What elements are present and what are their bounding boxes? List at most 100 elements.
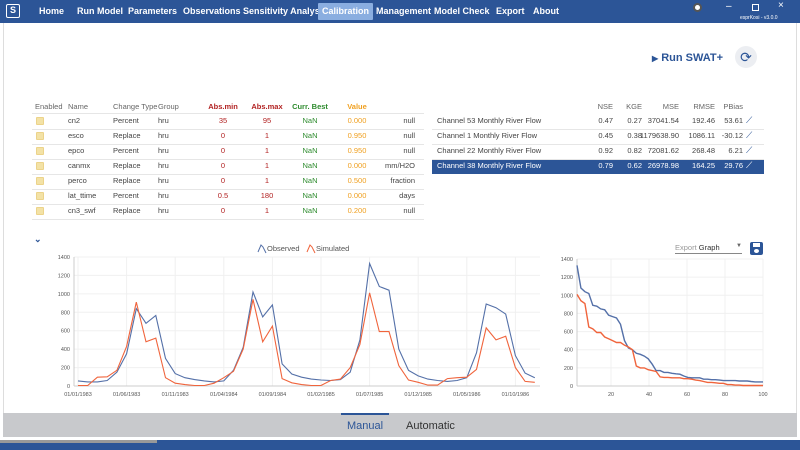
stat-value: 53.61 (724, 116, 743, 125)
param-cell: esco (68, 131, 84, 140)
param-cell: 35 (218, 116, 228, 125)
enabled-checkbox[interactable] (36, 207, 44, 215)
stat-label: Channel 53 Monthly River Flow (437, 116, 542, 125)
maximize-button[interactable] (752, 4, 759, 11)
save-icon[interactable] (750, 242, 763, 255)
param-cell: NaN (302, 176, 318, 185)
param-cell: 1 (264, 146, 270, 155)
play-icon: ▶ (652, 54, 659, 63)
nav-calibration[interactable]: Calibration (318, 3, 374, 20)
export-select[interactable]: Export Graph ▼ (675, 243, 742, 254)
stat-header-mse: MSE (662, 102, 679, 111)
param-header-5[interactable]: Abs.max (251, 102, 283, 111)
x-tick-label: 01/06/1983 (113, 392, 141, 398)
tab-automatic[interactable]: Automatic (406, 420, 455, 432)
stat-value: 0.92 (598, 146, 613, 155)
chart-line-icon[interactable]: ⟋ (746, 160, 753, 170)
param-header-0[interactable]: Enabled (35, 102, 63, 111)
nav-model-check[interactable]: Model Check (434, 6, 490, 16)
param-cell: Percent (113, 116, 139, 125)
param-cell[interactable]: 0.500 (347, 176, 367, 185)
param-cell: hru (158, 161, 169, 170)
legend-label[interactable]: Simulated (316, 244, 349, 253)
param-cell: Replace (113, 206, 141, 215)
enabled-checkbox[interactable] (36, 132, 44, 140)
y-tick-label: 800 (564, 311, 573, 317)
stat-value: 268.48 (692, 146, 715, 155)
chart-line-icon[interactable]: ⟋ (746, 145, 753, 155)
param-cell[interactable]: 0.200 (347, 206, 367, 215)
nav-export[interactable]: Export (496, 6, 525, 16)
stat-value: 0.45 (598, 131, 613, 140)
chart-line-icon[interactable]: ⟋ (746, 130, 753, 140)
param-cell[interactable]: 0.950 (347, 146, 367, 155)
enabled-checkbox[interactable] (36, 192, 44, 200)
refresh-button[interactable]: ⟳ (735, 46, 757, 68)
param-cell: NaN (302, 116, 318, 125)
close-button[interactable]: × (778, 0, 784, 11)
chart-line-icon[interactable]: ⟋ (746, 115, 753, 125)
stat-value: 72081.62 (647, 146, 679, 155)
param-cell: 1 (264, 131, 270, 140)
param-cell: canmx (68, 161, 91, 170)
param-cell: 1 (264, 161, 270, 170)
param-header-4[interactable]: Abs.min (208, 102, 238, 111)
stat-value: 0.27 (627, 116, 642, 125)
param-header-7[interactable]: Value (347, 102, 367, 111)
param-cell[interactable]: 0.950 (347, 131, 367, 140)
enabled-checkbox[interactable] (36, 147, 44, 155)
param-cell[interactable]: 0.000 (347, 191, 367, 200)
param-header-6[interactable]: Curr. Best (292, 102, 328, 111)
legend-icon-observed (257, 244, 267, 254)
param-cell: null (403, 131, 415, 140)
nav-run-model[interactable]: Run Model (77, 6, 123, 16)
stat-value: 0.62 (627, 161, 642, 170)
param-cell: null (403, 146, 415, 155)
theme-toggle[interactable] (693, 3, 711, 12)
divider (432, 129, 764, 130)
x-tick-label: 01/01/1983 (64, 392, 92, 398)
x-tick-label: 01/12/1985 (404, 392, 432, 398)
enabled-checkbox[interactable] (36, 162, 44, 170)
x-tick-label: 01/05/1986 (453, 392, 481, 398)
top-nav-bar: S Home Run Model Parameters Observations Sen… (0, 0, 800, 23)
stat-value: 192.46 (692, 116, 715, 125)
param-cell: NaN (302, 146, 318, 155)
series-line-observed (77, 261, 536, 383)
nav-about[interactable]: About (533, 6, 559, 16)
minimize-button[interactable]: – (726, 1, 732, 12)
x-tick-label: 01/02/1985 (307, 392, 335, 398)
param-cell[interactable]: 0.000 (347, 116, 367, 125)
nav-management[interactable]: Management (376, 6, 432, 16)
y-tick-label: 1400 (561, 257, 573, 263)
y-tick-label: 400 (564, 348, 573, 354)
param-cell: NaN (302, 206, 318, 215)
param-cell: 0 (220, 206, 226, 215)
enabled-checkbox[interactable] (36, 117, 44, 125)
param-cell[interactable]: 0.000 (347, 161, 367, 170)
legend-label[interactable]: Observed (267, 244, 300, 253)
y-tick-label: 200 (564, 366, 573, 372)
y-tick-label: 600 (61, 329, 70, 335)
param-header-2[interactable]: Change Type (113, 102, 158, 111)
nav-observations[interactable]: Observations (183, 6, 241, 16)
tab-manual[interactable]: Manual (341, 413, 390, 437)
calibration-panel (3, 23, 797, 413)
nav-parameters[interactable]: Parameters (128, 6, 178, 16)
run-swat-button[interactable]: ▶ Run SWAT+ (652, 52, 723, 64)
param-cell: null (403, 206, 415, 215)
enabled-checkbox[interactable] (36, 177, 44, 185)
collapse-chevron-icon[interactable]: ⌄ (34, 234, 42, 244)
stat-value: 29.76 (724, 161, 743, 170)
stat-label: Channel 38 Monthly River Flow (437, 161, 542, 170)
selected-row-highlight (432, 159, 764, 174)
param-header-1[interactable]: Name (68, 102, 89, 111)
series-line-observed (576, 265, 763, 383)
nav-sensitivity-analysis[interactable]: Sensitivity Analysis (243, 6, 328, 16)
y-tick-label: 1200 (58, 273, 70, 279)
nav-home[interactable]: Home (39, 6, 65, 16)
param-cell: 0 (220, 131, 226, 140)
param-cell: epco (68, 146, 85, 155)
param-header-3[interactable]: Group (158, 102, 179, 111)
divider (432, 159, 764, 160)
